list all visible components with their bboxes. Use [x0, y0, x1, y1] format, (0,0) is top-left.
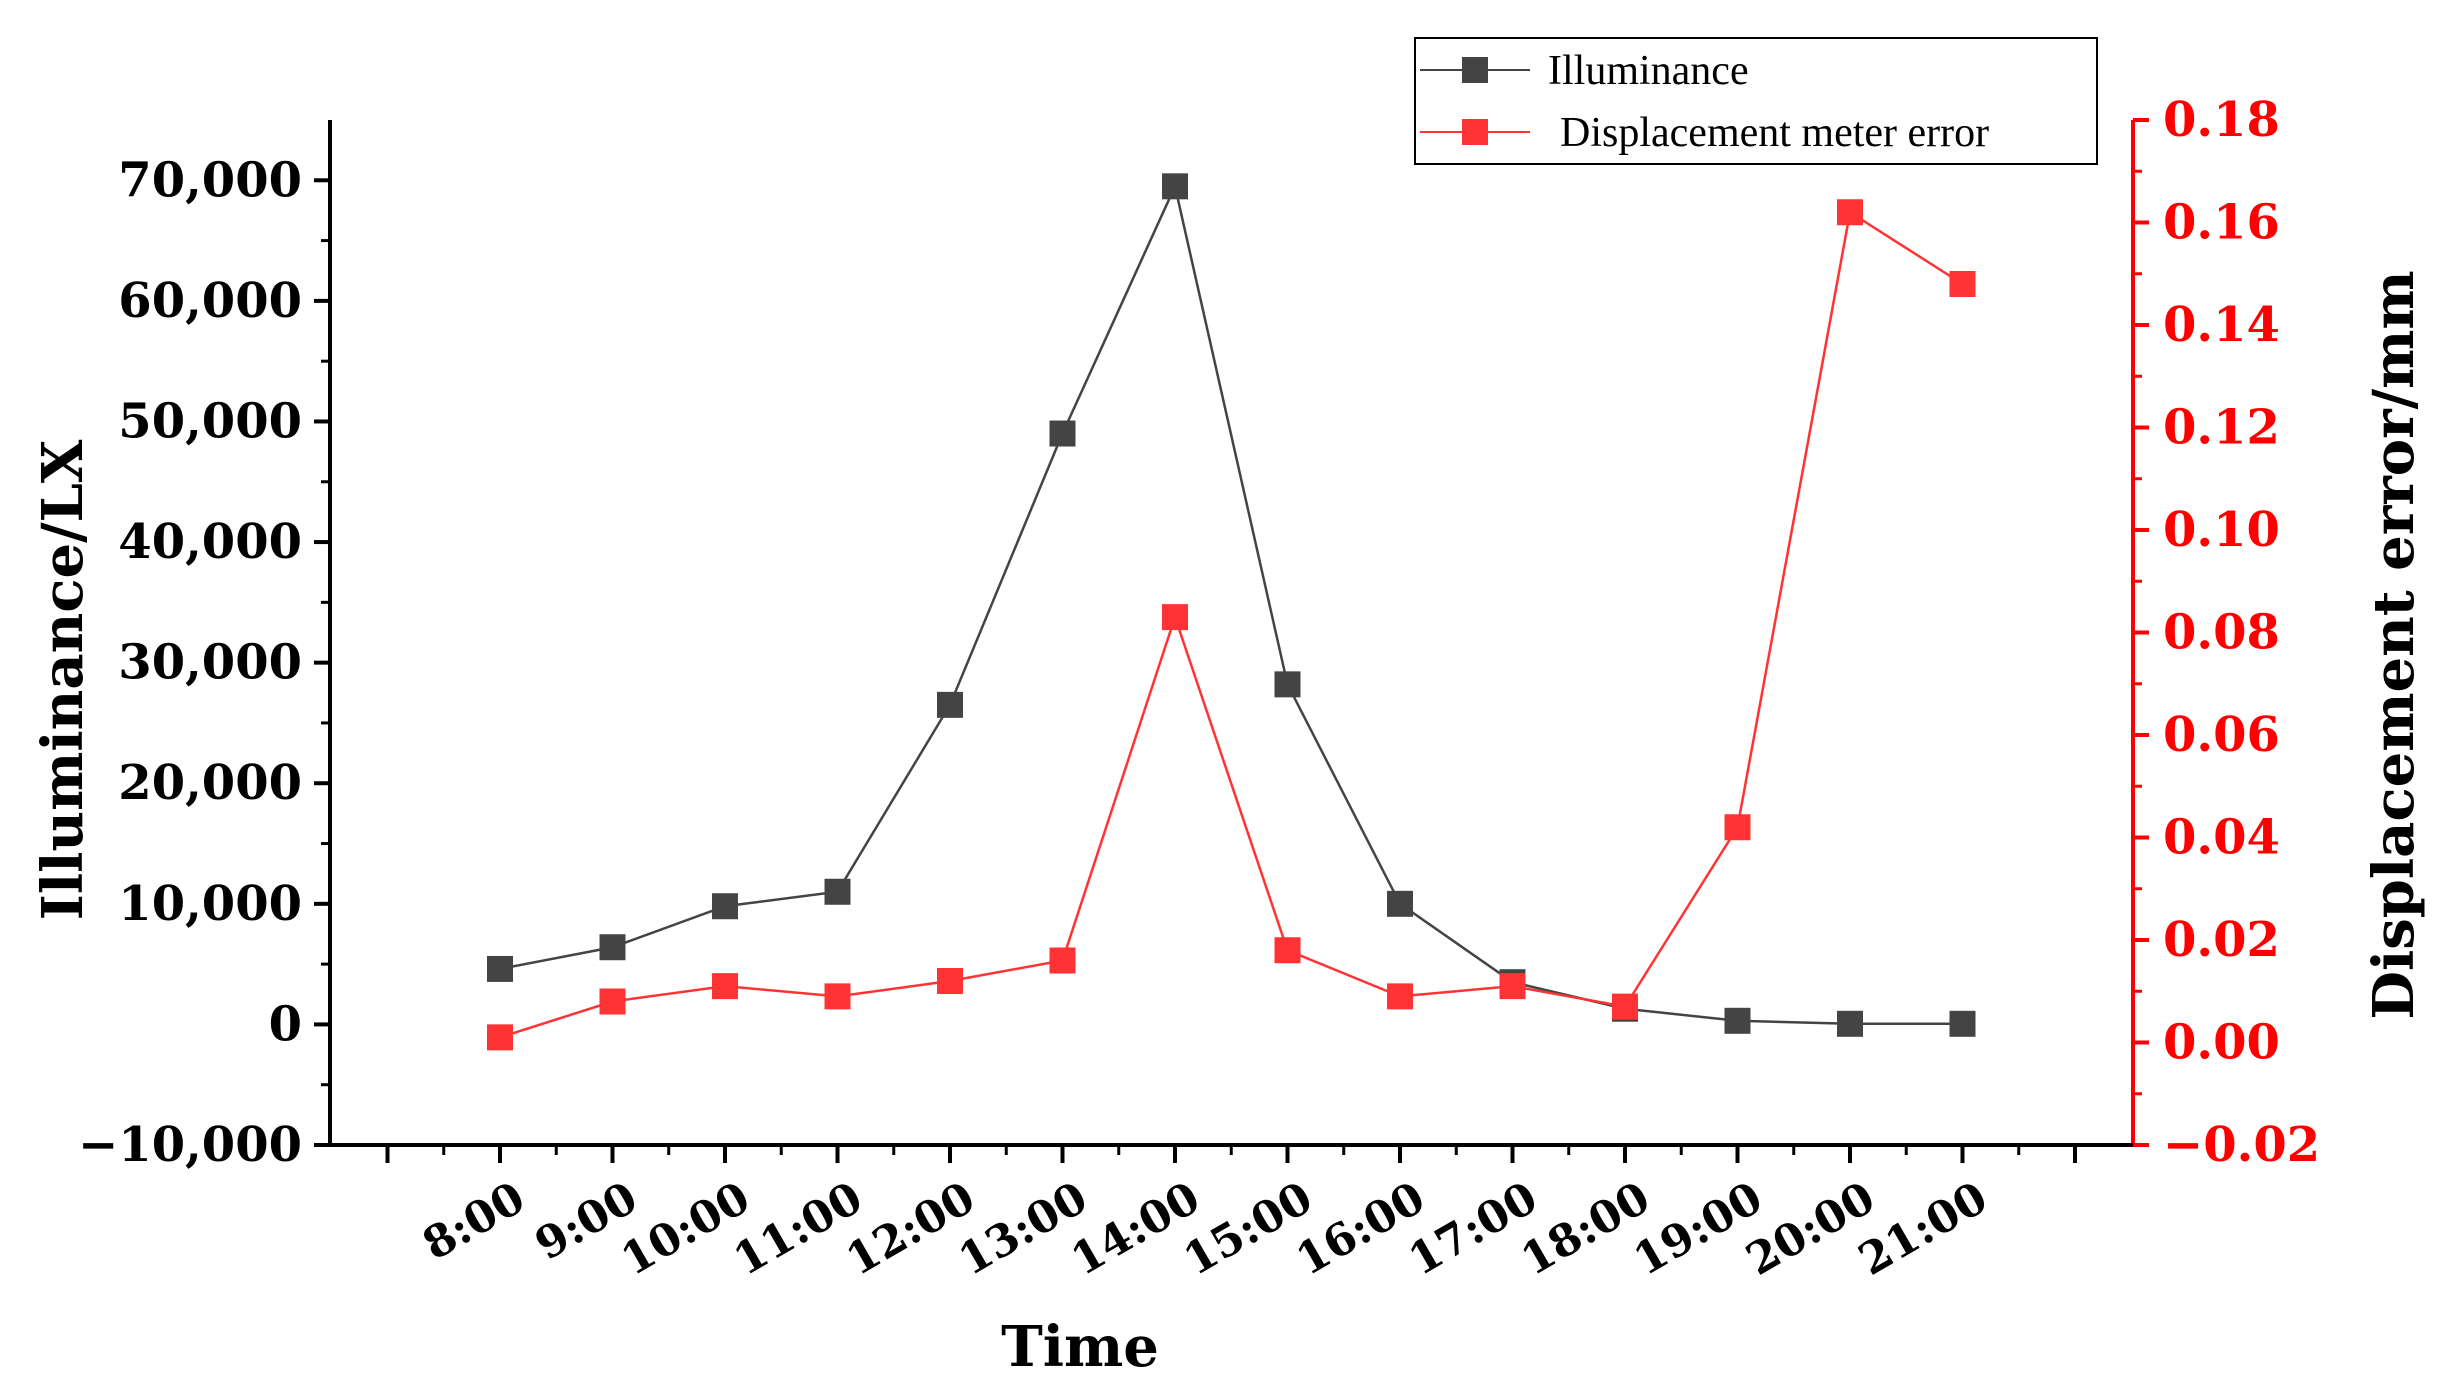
data-point-displacement-meter-error-18-00 [1612, 993, 1638, 1020]
y-left-tick-label: 70,000 [118, 152, 302, 208]
x-tick-label-13-00: 13:00 [950, 1172, 1096, 1286]
y-right-tick-label: 0.02 [2163, 912, 2280, 968]
y-left-tick-label: 10,000 [118, 876, 302, 932]
data-point-illuminance-13-00 [1049, 420, 1076, 447]
x-tick-label-10-00: 10:00 [613, 1172, 759, 1286]
data-point-illuminance-14-00 [1162, 173, 1188, 200]
y-left-tick-label: 50,000 [118, 393, 302, 449]
legend-entry-illuminance: Illuminance [1420, 48, 1749, 94]
data-point-illuminance-9-00 [599, 934, 626, 961]
data-point-displacement-meter-error-13-00 [1049, 947, 1076, 974]
series-illuminance [487, 173, 1976, 1037]
data-point-displacement-meter-error-19-00 [1724, 814, 1751, 841]
y-right-tick-label: −0.02 [2163, 1117, 2320, 1173]
y-left-tick-label: 30,000 [118, 635, 302, 691]
x-tick-label-17-00: 17:00 [1400, 1172, 1546, 1286]
data-point-illuminance-15-00 [1274, 671, 1301, 698]
data-point-displacement-meter-error-21-00 [1949, 271, 1976, 297]
y-right-tick-label: 0.18 [2163, 92, 2280, 148]
y-left-tick-label: 60,000 [118, 273, 302, 329]
y-axis-right-title: Displacement error/mm [2361, 270, 2427, 1019]
data-point-displacement-meter-error-14-00 [1162, 604, 1188, 631]
data-point-illuminance-12-00 [937, 691, 963, 718]
x-tick-label-19-00: 19:00 [1625, 1172, 1771, 1286]
x-tick-label-20-00: 20:00 [1738, 1172, 1884, 1286]
y-left-tick-label: 20,000 [118, 755, 302, 811]
data-point-illuminance-10-00 [712, 893, 738, 920]
legend-label-displacement-meter-error: Displacement meter error [1560, 110, 1989, 156]
data-point-displacement-meter-error-10-00 [712, 973, 738, 1000]
y-right-tick-label: 0.10 [2163, 502, 2280, 558]
y-right-tick-label: 0.06 [2163, 707, 2280, 763]
y-right-tick-label: 0.04 [2163, 810, 2280, 866]
data-point-illuminance-20-00 [1837, 1010, 1863, 1037]
y-right-tick-label: 0.12 [2163, 400, 2280, 456]
legend-marker-illuminance [1462, 57, 1488, 83]
series-line-displacement-meter-error [499, 210, 1964, 1039]
y-right-tick-label: 0.14 [2163, 297, 2280, 353]
x-tick-label-8-00: 8:00 [414, 1172, 533, 1270]
legend-entry-displacement-meter-error: Displacement meter error [1420, 110, 1989, 156]
data-point-displacement-meter-error-15-00 [1274, 937, 1301, 964]
x-axis-title: Time [1001, 1314, 1159, 1380]
data-point-displacement-meter-error-11-00 [824, 983, 851, 1010]
data-point-illuminance-21-00 [1949, 1010, 1976, 1037]
y-axis-left-title: Illuminance/LX [30, 439, 96, 920]
data-point-illuminance-16-00 [1387, 890, 1413, 917]
x-tick-label-16-00: 16:00 [1288, 1172, 1434, 1286]
legend-box [1414, 37, 2098, 165]
data-point-displacement-meter-error-8-00 [487, 1024, 513, 1051]
series-displacement-meter-error [487, 199, 1976, 1051]
data-point-displacement-meter-error-16-00 [1387, 983, 1413, 1010]
x-tick-label-11-00: 11:00 [725, 1172, 871, 1286]
data-point-displacement-meter-error-20-00 [1837, 199, 1863, 226]
data-point-displacement-meter-error-9-00 [599, 988, 626, 1015]
data-point-displacement-meter-error-17-00 [1499, 973, 1526, 1000]
legend-marker-displacement-meter-error [1462, 119, 1488, 145]
x-tick-label-21-00: 21:00 [1850, 1172, 1996, 1286]
y-right-tick-label: 0.08 [2163, 605, 2280, 661]
series-line-illuminance [499, 182, 1963, 1026]
legend-label-illuminance: Illuminance [1548, 48, 1749, 94]
data-point-illuminance-19-00 [1724, 1007, 1751, 1034]
data-point-illuminance-11-00 [824, 878, 851, 905]
legend: Illuminance Displacement meter error [1414, 37, 2098, 165]
x-tick-label-15-00: 15:00 [1175, 1172, 1321, 1286]
y-left-tick-label: 40,000 [118, 514, 302, 570]
x-tick-label-14-00: 14:00 [1063, 1172, 1209, 1286]
x-tick-label-12-00: 12:00 [838, 1172, 984, 1286]
data-point-illuminance-8-00 [487, 955, 513, 982]
data-point-displacement-meter-error-12-00 [937, 968, 963, 994]
y-left-tick-label: 0 [269, 996, 302, 1052]
x-tick-label-18-00: 18:00 [1513, 1172, 1659, 1286]
series-layer [487, 173, 1976, 1051]
y-right-tick-label: 0.16 [2163, 195, 2280, 251]
y-left-tick-label: −10,000 [78, 1117, 302, 1173]
y-right-tick-label: 0.00 [2163, 1015, 2280, 1071]
